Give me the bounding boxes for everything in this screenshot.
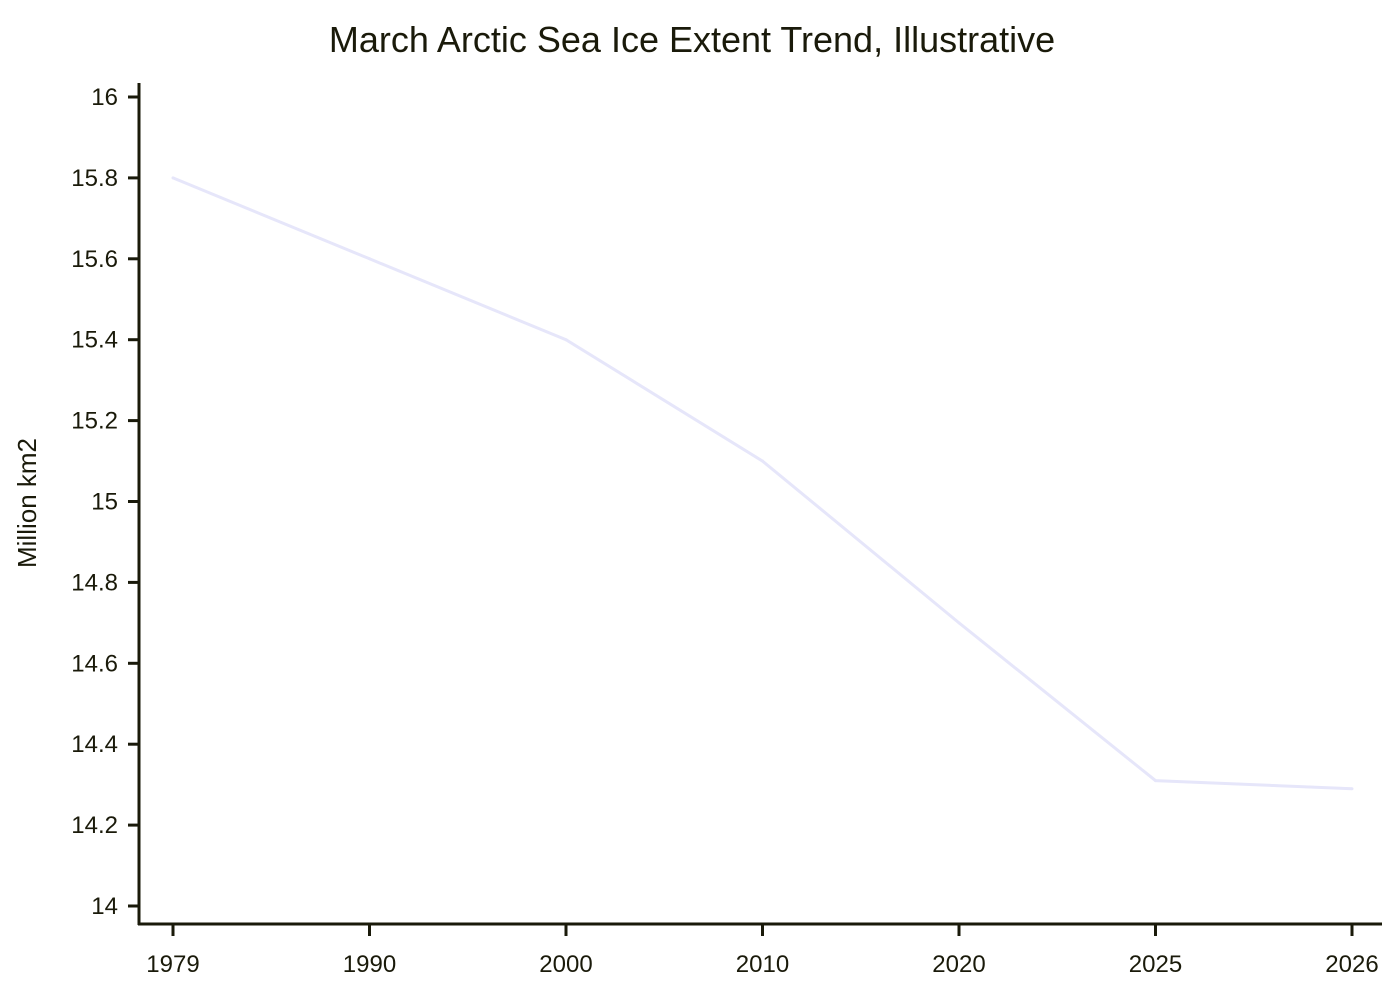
x-tick-label: 1979 — [146, 951, 199, 978]
data-point — [368, 257, 371, 261]
y-axis-label: Million km2 — [12, 438, 42, 568]
y-tick-label: 14.4 — [71, 731, 118, 758]
y-tick-label: 14 — [91, 893, 118, 920]
y-tick-label: 14.6 — [71, 650, 118, 677]
data-point — [564, 338, 568, 342]
x-tick-label: 2000 — [539, 951, 592, 978]
data-point — [1350, 787, 1354, 791]
y-tick-label: 15.2 — [71, 408, 118, 435]
y-tick-label: 16 — [91, 84, 118, 111]
y-tick-label: 15 — [91, 489, 118, 516]
x-tick-label: 2020 — [932, 951, 985, 978]
data-point — [171, 176, 175, 180]
y-tick-label: 15.4 — [71, 327, 118, 354]
series-line — [172, 176, 1353, 791]
data-point — [1154, 779, 1157, 783]
data-point — [957, 621, 961, 625]
x-tick-label: 2025 — [1129, 951, 1182, 978]
x-tick-label: 2026 — [1325, 951, 1378, 978]
data-point — [761, 459, 764, 463]
y-tick-label: 14.8 — [71, 569, 118, 596]
y-tick-label: 14.2 — [71, 812, 118, 839]
x-tick-label: 1990 — [343, 951, 396, 978]
y-tick-label: 15.8 — [71, 165, 118, 192]
y-tick-label: 15.6 — [71, 246, 118, 273]
chart-title: March Arctic Sea Ice Extent Trend, Illus… — [329, 19, 1055, 60]
x-tick-label: 2010 — [736, 951, 789, 978]
